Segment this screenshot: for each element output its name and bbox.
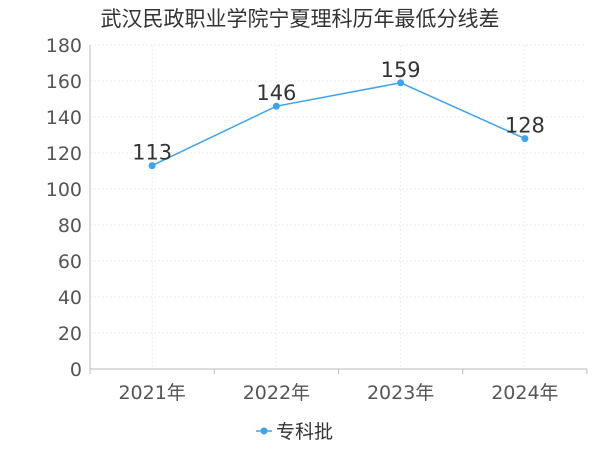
- data-point[interactable]: [521, 135, 529, 143]
- grid: [90, 44, 587, 370]
- y-tick-label: 100: [46, 179, 82, 201]
- y-tick-label: 160: [46, 71, 82, 93]
- data-point[interactable]: [272, 102, 280, 110]
- legend-label: 专科批: [276, 421, 333, 443]
- data-label: 128: [505, 114, 545, 138]
- y-tick-label: 80: [58, 215, 82, 237]
- x-tick-label: 2023年: [367, 382, 434, 404]
- data-label: 159: [381, 58, 421, 82]
- y-tick-labels: 0 20 40 60 80 100 120 140 160 180: [46, 35, 82, 381]
- data-point[interactable]: [397, 79, 405, 87]
- data-label: 113: [132, 141, 172, 165]
- chart-title: 武汉民政职业学院宁夏理科历年最低分线差: [101, 7, 500, 31]
- axes: [89, 45, 588, 374]
- y-tick-label: 0: [70, 359, 82, 381]
- data-label: 146: [256, 81, 296, 105]
- y-tick-label: 20: [58, 323, 82, 345]
- legend[interactable]: 专科批: [256, 421, 333, 443]
- x-tick-label: 2022年: [243, 382, 310, 404]
- data-point[interactable]: [148, 162, 156, 170]
- y-tick-label: 180: [46, 35, 82, 57]
- series-layer: 113 146 159 128: [132, 58, 545, 170]
- y-tick-label: 120: [46, 143, 82, 165]
- x-tick-label: 2024年: [491, 382, 558, 404]
- y-tick-label: 140: [46, 107, 82, 129]
- x-tick-labels: 2021年 2022年 2023年 2024年: [118, 382, 558, 404]
- series-line: [151, 82, 526, 167]
- x-tick-label: 2021年: [118, 382, 185, 404]
- y-tick-label: 40: [58, 287, 82, 309]
- legend-swatch-marker: [260, 427, 268, 435]
- y-tick-label: 60: [58, 251, 82, 273]
